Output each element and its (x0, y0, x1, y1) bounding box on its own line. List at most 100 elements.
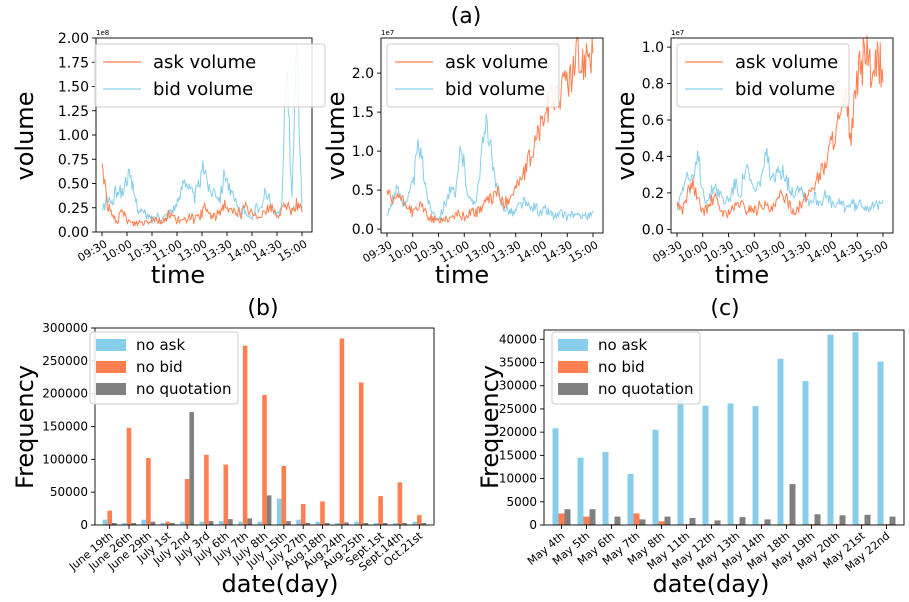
a2-series-bid-volume (386, 113, 594, 222)
b-bar-quote-1 (131, 523, 136, 525)
panel-label-a: (a) (451, 4, 482, 29)
b-bar-quote-16 (421, 523, 427, 525)
c-bar-ask-0 (552, 428, 559, 525)
b-bar-quote-10 (305, 523, 311, 525)
b-xlabel: date(day) (222, 570, 339, 598)
c-ytick-label: 10000 (499, 472, 537, 486)
b-bar-quote-8 (266, 495, 272, 525)
c-bar-ask-6 (702, 405, 709, 525)
a2-ytick-label: 0.0 (352, 222, 374, 238)
c-bar-quote-3 (639, 519, 646, 525)
a2-ytick-label: 2.0 (352, 66, 374, 82)
a1-xtick-label: 15:00 (276, 237, 310, 264)
c-bar-quote-11 (839, 515, 846, 526)
b-bar-quote-11 (324, 523, 330, 525)
a1-multiplier: 1e8 (96, 29, 109, 37)
a3-ytick-label: 0.8 (642, 77, 664, 93)
b-bar-ask-6 (218, 521, 224, 525)
b-ylabel: Frequency (11, 365, 39, 489)
c-legend-swatch-ask (558, 339, 588, 351)
a2-ylabel: volume (322, 92, 350, 181)
b-legend-label-quote: no quotation (136, 380, 231, 398)
c-bar-bid-7 (733, 524, 740, 525)
a2-ytick-label: 1.5 (352, 105, 374, 121)
b-bar-bid-11 (320, 501, 325, 525)
b-bar-ask-7 (238, 521, 243, 525)
charts-group: 0.000.250.500.751.001.251.501.752.00 1e80… (11, 29, 905, 598)
c-bar-quote-10 (814, 514, 821, 525)
c-bar-quote-12 (864, 514, 871, 525)
c-ytick-label: 40000 (499, 332, 537, 346)
a3-ytick-label: 1.0 (642, 40, 664, 56)
c-bar-bid-12 (858, 524, 865, 525)
c-bar-bid-1 (583, 516, 590, 525)
c-legend-box (551, 331, 701, 405)
c-bar-quote-4 (664, 516, 671, 525)
c-bar-ask-1 (577, 457, 584, 525)
c-ytick-label: 5000 (506, 495, 537, 509)
b-bar-quote-9 (286, 521, 291, 525)
c-bar-ask-9 (777, 358, 784, 525)
c-bar-bid-4 (658, 521, 665, 525)
c-bar-bid-0 (558, 513, 565, 525)
a3-xlabel: time (715, 261, 769, 289)
b-bar-quote-4 (189, 412, 194, 525)
b-bar-bid-2 (146, 458, 151, 525)
a2-axes-frame (380, 37, 604, 234)
b-ytick-label: 150000 (42, 420, 88, 434)
c-bar-ask-13 (877, 361, 884, 525)
c-bar-ask-2 (602, 452, 609, 525)
b-bar-ask-14 (373, 523, 379, 525)
b-legend-swatch-bid (96, 361, 126, 373)
c-bar-ask-8 (752, 406, 759, 525)
b-bar-ask-4 (180, 521, 185, 525)
a3-legend-label-ask: ask volume (735, 52, 838, 73)
c-bar-quote-9 (789, 484, 796, 525)
a3-series-bid-volume (676, 147, 884, 214)
b-bar-ask-16 (412, 521, 417, 525)
c-bar-bid-2 (608, 524, 615, 525)
a1-ytick-label: 0.25 (58, 201, 89, 217)
a2-legend-box (386, 43, 560, 108)
c-bar-ask-11 (827, 334, 834, 525)
c-bar-bid-11 (833, 524, 840, 525)
a1-ytick-label: 1.75 (58, 55, 89, 71)
b-bar-quote-3 (170, 523, 175, 525)
b-ytick-label: 300000 (42, 321, 88, 335)
a1-xlabel: time (151, 261, 205, 289)
c-bar-bid-8 (758, 524, 765, 525)
b-bar-ask-8 (257, 521, 263, 525)
a3-ylabel: volume (612, 92, 640, 181)
b-bar-quote-12 (344, 522, 349, 525)
b-bar-ask-5 (199, 521, 205, 525)
a3-xtick-label: 15:00 (857, 238, 891, 265)
b-bar-ask-1 (122, 523, 127, 525)
c-bar-bid-9 (783, 524, 790, 525)
a3-multiplier: 1e7 (671, 29, 684, 37)
c-ytick-label: 35000 (499, 356, 537, 370)
c-ytick-label: 0 (529, 518, 537, 532)
c-legend-label-ask: no ask (598, 336, 647, 354)
c-bar-ask-7 (727, 403, 734, 525)
c-bar-bid-5 (683, 524, 690, 525)
b-bar-bid-14 (378, 496, 383, 525)
c-legend-swatch-quote (558, 383, 588, 395)
a1-ytick-label: 2.00 (58, 31, 89, 47)
b-bar-quote-6 (228, 519, 233, 525)
b-bar-ask-9 (276, 498, 282, 525)
a1-ytick-label: 1.00 (58, 128, 89, 144)
b-bar-ask-11 (315, 521, 321, 525)
a1-ytick-label: 0.50 (58, 177, 89, 193)
a2-xlabel: time (435, 261, 489, 289)
a1-ytick-label: 0.75 (58, 152, 89, 168)
c-bar-quote-13 (889, 516, 896, 525)
b-bar-quote-14 (382, 523, 388, 525)
b-legend-label-bid: no bid (136, 358, 183, 376)
a3-legend-box (676, 43, 850, 108)
a2-multiplier: 1e7 (381, 29, 394, 37)
b-bar-quote-7 (247, 518, 253, 525)
c-bar-quote-8 (764, 519, 771, 525)
b-ytick-label: 100000 (42, 452, 88, 466)
b-bar-quote-5 (208, 521, 214, 525)
